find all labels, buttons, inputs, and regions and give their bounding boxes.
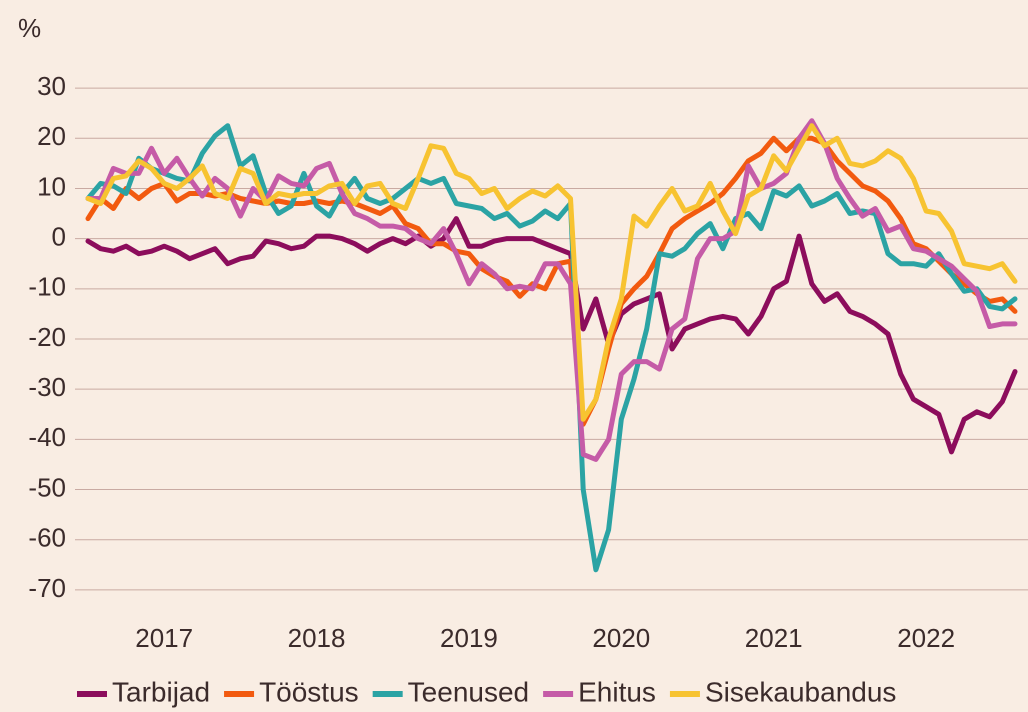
legend-label: Teenused: [408, 676, 529, 707]
y-tick-label: -40: [28, 422, 66, 452]
x-tick-label: 2021: [745, 623, 803, 653]
series-line: [85, 135, 1018, 427]
y-tick-label: -20: [28, 322, 66, 352]
x-tick-label: 2018: [288, 623, 346, 653]
y-tick-label: -60: [28, 523, 66, 553]
series-line: [85, 118, 1018, 462]
y-tick-label: -10: [28, 272, 66, 302]
y-tick-label: 0: [52, 222, 66, 252]
x-tick-label: 2017: [135, 623, 193, 653]
legend-label: Sisekaubandus: [705, 676, 896, 707]
x-tick-label: 2019: [440, 623, 498, 653]
legend-label: Tarbijad: [112, 676, 210, 707]
legend-label: Ehitus: [578, 676, 656, 707]
y-tick-label: -70: [28, 573, 66, 603]
y-axis-label: %: [18, 13, 41, 43]
y-tick-label: -30: [28, 372, 66, 402]
x-tick-label: 2022: [897, 623, 955, 653]
series-line: [85, 216, 1018, 455]
y-tick-label: 10: [37, 171, 66, 201]
y-tick-label: 30: [37, 71, 66, 101]
x-tick-label: 2020: [592, 623, 650, 653]
y-tick-label: 20: [37, 121, 66, 151]
y-tick-label: -50: [28, 472, 66, 502]
legend-label: Tööstus: [259, 676, 359, 707]
series-line: [85, 123, 1018, 422]
